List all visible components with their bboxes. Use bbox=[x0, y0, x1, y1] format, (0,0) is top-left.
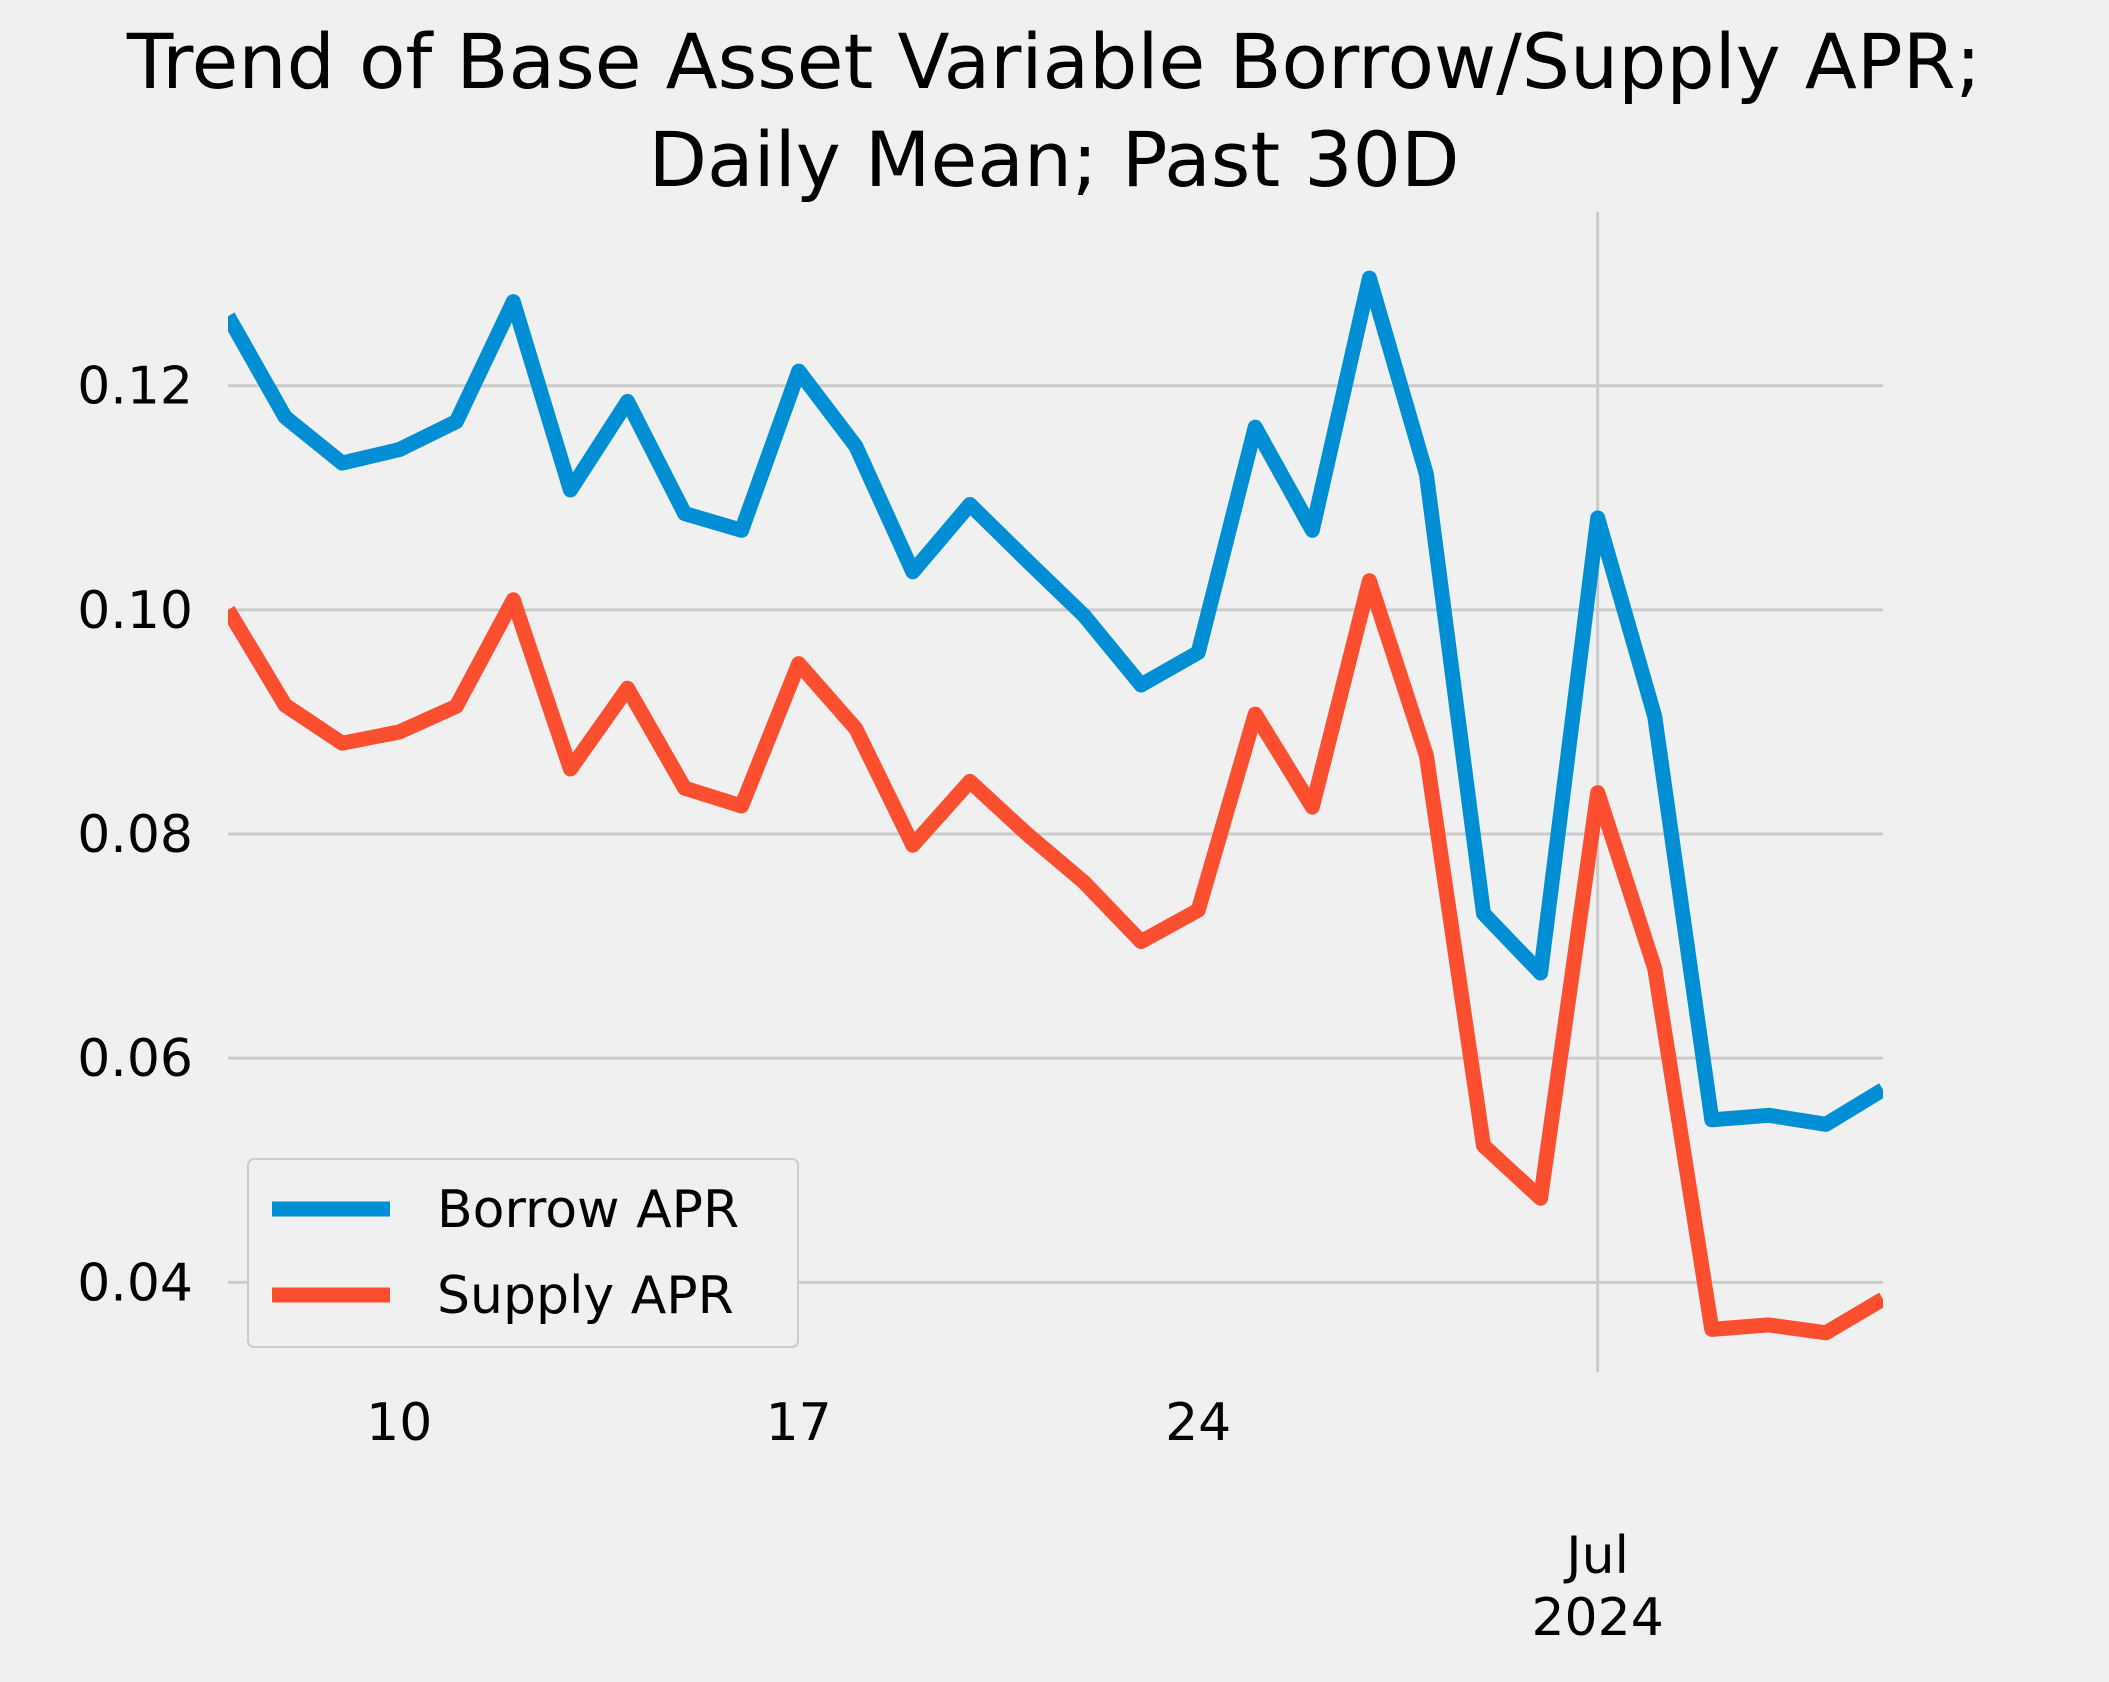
x-tick-label: 17 bbox=[766, 1393, 832, 1453]
y-tick-label: 0.10 bbox=[77, 581, 193, 641]
y-tick-label: 0.04 bbox=[77, 1253, 193, 1313]
legend: Borrow APR Supply APR bbox=[247, 1158, 799, 1348]
y-tick-label: 0.12 bbox=[77, 357, 193, 417]
legend-label-supply: Supply APR bbox=[437, 1266, 734, 1326]
x-tick-label: 10 bbox=[366, 1393, 432, 1453]
legend-label-borrow: Borrow APR bbox=[437, 1180, 739, 1240]
x-tick-label-year: 2024 bbox=[1531, 1588, 1663, 1648]
chart-title-line-2: Daily Mean; Past 30D bbox=[648, 115, 1459, 204]
series-lines bbox=[228, 270, 1883, 1341]
y-tick-label: 0.08 bbox=[77, 805, 193, 865]
chart-title-line-1: Trend of Base Asset Variable Borrow/Supp… bbox=[126, 17, 1981, 106]
x-tick-label: Jul bbox=[1563, 1526, 1629, 1586]
y-tick-label: 0.06 bbox=[77, 1029, 193, 1089]
y-axis-tick-labels: 0.04 0.06 0.08 0.10 0.12 bbox=[77, 357, 193, 1314]
series-line-borrow bbox=[228, 270, 1883, 1132]
x-tick-label: 24 bbox=[1165, 1393, 1231, 1453]
series-line-supply bbox=[228, 573, 1883, 1341]
